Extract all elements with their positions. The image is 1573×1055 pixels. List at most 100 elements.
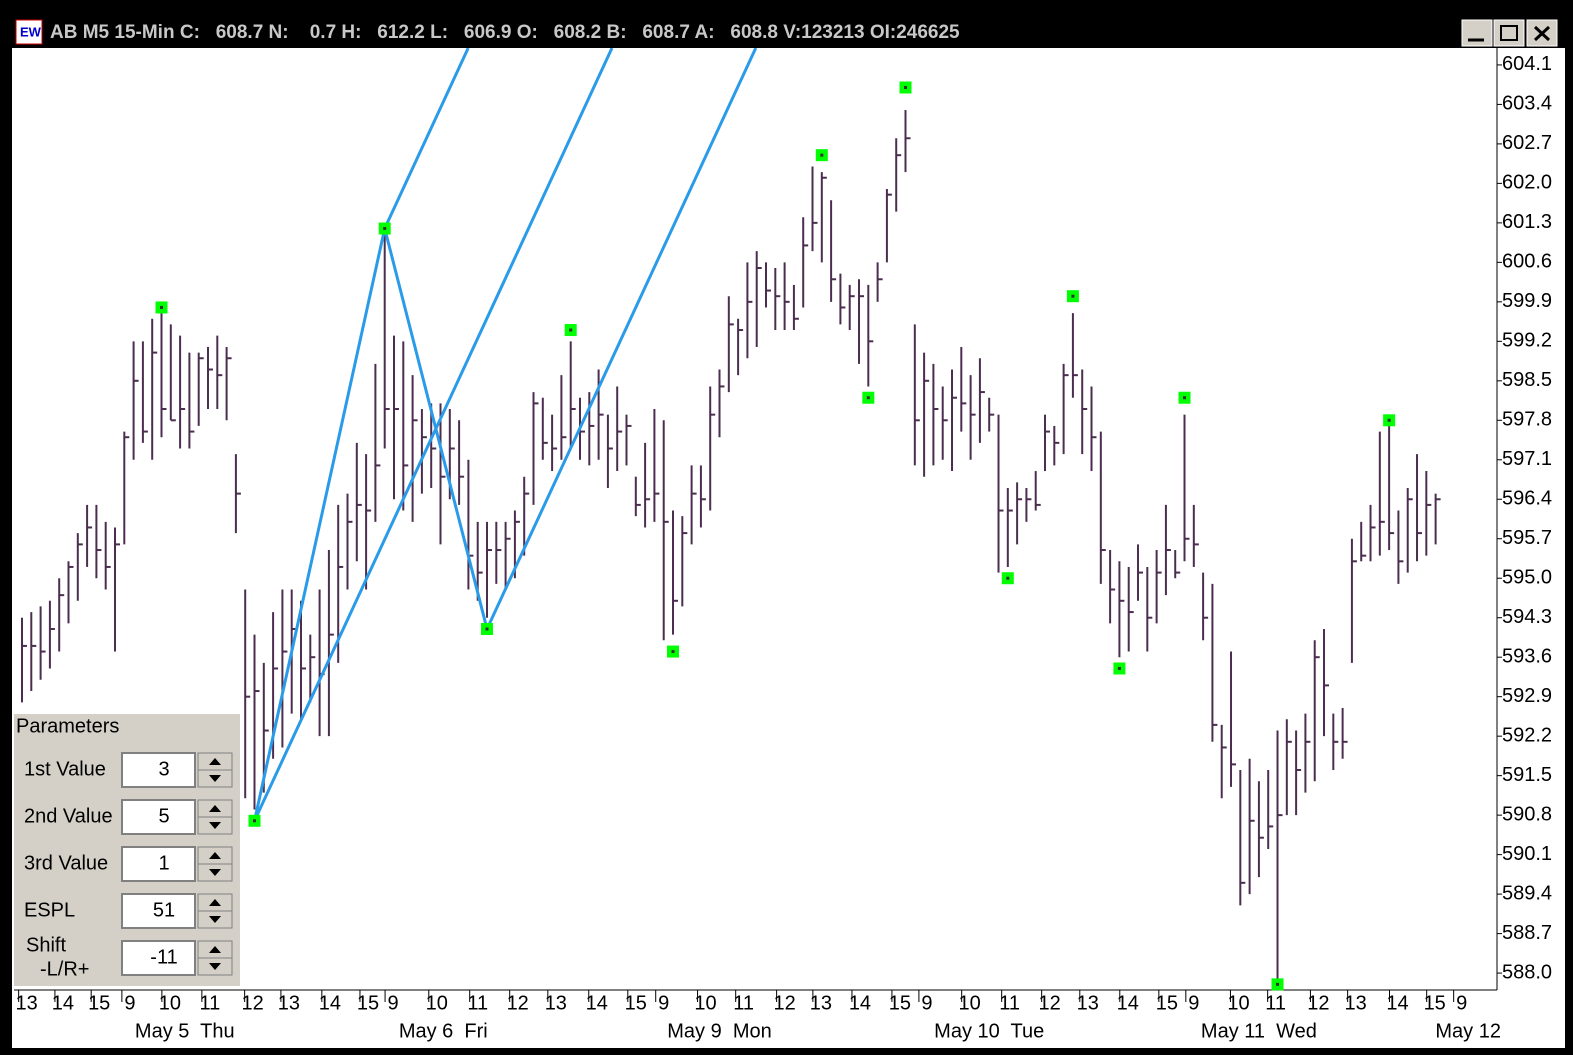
day-label: May 11 Wed — [1201, 1020, 1317, 1042]
x-tick-label: 13 — [278, 992, 300, 1014]
day-label: May 10 Tue — [934, 1020, 1044, 1042]
y-tick-label: 601.3 — [1502, 211, 1552, 233]
pivot-marker-dot — [866, 396, 870, 400]
x-tick-label: 11 — [733, 992, 754, 1014]
pivot-marker-dot — [160, 305, 164, 309]
parameters-panel: Parameters 1st Value 3 2nd Value 5 3rd Value 1… — [14, 714, 240, 986]
maximize-button[interactable] — [1493, 19, 1525, 47]
window-title: AB M5 15-Min C: 608.7 N: 0.7 H: 612.2 L:… — [50, 22, 960, 43]
x-tick-label: 10 — [694, 992, 716, 1014]
y-tick-label: 588.7 — [1502, 922, 1552, 944]
y-tick-label: 595.7 — [1502, 527, 1552, 549]
field-value: 3 — [158, 758, 169, 780]
y-tick-label: 603.4 — [1502, 93, 1552, 115]
spin-up-arrow — [209, 758, 221, 765]
y-tick-label: 600.6 — [1502, 251, 1552, 273]
x-tick-label: 10 — [159, 992, 181, 1014]
window-buttons[interactable] — [1461, 19, 1558, 47]
field-input[interactable] — [121, 846, 196, 882]
field-input[interactable] — [121, 940, 196, 976]
y-tick-label: 593.6 — [1502, 645, 1552, 667]
field-value: -11 — [150, 946, 177, 968]
x-tick-label: 12 — [773, 992, 795, 1014]
field-label: ESPL — [24, 899, 75, 921]
field-label: Shift — [26, 934, 66, 956]
x-tick-label: 15 — [357, 992, 379, 1014]
field-label: -L/R+ — [40, 958, 89, 980]
spin-down-arrow — [209, 963, 221, 970]
pivot-marker-dot — [1006, 576, 1010, 580]
x-tick-label: 9 — [1188, 992, 1199, 1014]
x-tick-label: 11 — [199, 992, 220, 1014]
y-tick-label: 592.9 — [1502, 685, 1552, 707]
spin-down-arrow — [209, 916, 221, 923]
y-tick-label: 596.4 — [1502, 488, 1552, 510]
pitchfork-lower — [485, 48, 758, 630]
field-label: 2nd Value — [24, 805, 113, 827]
x-tick-label: 15 — [625, 992, 647, 1014]
pivot-marker-dot — [1117, 666, 1121, 670]
pivot-marker-dot — [1183, 396, 1187, 400]
field-value: 1 — [158, 852, 169, 874]
y-tick-label: 598.5 — [1502, 369, 1552, 391]
y-tick-label: 589.4 — [1502, 882, 1552, 904]
y-tick-label: 591.5 — [1502, 764, 1552, 786]
x-tick-label: 10 — [959, 992, 981, 1014]
x-tick-label: 11 — [467, 992, 488, 1014]
x-tick-label: 13 — [810, 992, 832, 1014]
x-tick-label: 9 — [124, 992, 135, 1014]
field-input[interactable] — [121, 752, 196, 788]
pitchfork-median — [253, 48, 614, 822]
zigzag-line — [383, 228, 489, 630]
pivot-marker-dot — [820, 153, 824, 157]
y-tick-label: 588.0 — [1502, 961, 1552, 983]
app-icon — [15, 19, 43, 45]
field-label: 1st Value — [24, 758, 106, 780]
y-tick-label: 599.2 — [1502, 330, 1552, 352]
field-input[interactable] — [121, 893, 196, 929]
chart-background — [12, 48, 1565, 1048]
y-tick-label: 604.1 — [1502, 53, 1552, 75]
x-tick-label: 9 — [1456, 992, 1467, 1014]
day-label: May 12 — [1435, 1020, 1501, 1042]
field-input[interactable] — [121, 799, 196, 835]
pivot-marker-dot — [904, 85, 908, 89]
minimize-button[interactable] — [1461, 19, 1493, 47]
x-tick-label: 15 — [1424, 992, 1446, 1014]
pitchfork — [253, 48, 758, 822]
pivot-marker-dot — [1387, 418, 1391, 422]
field-value: 51 — [153, 899, 175, 921]
y-tick-label: 599.9 — [1502, 290, 1552, 312]
pitchfork-upper — [383, 48, 470, 230]
x-tick-label: 10 — [1227, 992, 1249, 1014]
y-tick-label: 597.8 — [1502, 409, 1552, 431]
spin-down-arrow — [209, 869, 221, 876]
x-tick-label: 12 — [1307, 992, 1329, 1014]
pivot-marker-dot — [569, 328, 573, 332]
y-tick-label: 602.7 — [1502, 132, 1552, 154]
y-tick-label: 602.0 — [1502, 172, 1552, 194]
x-tick-label: 12 — [507, 992, 529, 1014]
x-tick-label: 14 — [319, 992, 341, 1014]
pivot-marker-dot — [671, 650, 675, 654]
y-tick-label: 590.8 — [1502, 803, 1552, 825]
x-tick-label: 13 — [1345, 992, 1367, 1014]
y-tick-label: 590.1 — [1502, 843, 1552, 865]
zigzag-line — [253, 228, 387, 822]
y-tick-label: 594.3 — [1502, 606, 1552, 628]
x-tick-label: 12 — [242, 992, 264, 1014]
x-tick-label: 13 — [16, 992, 38, 1014]
spin-up-arrow — [209, 805, 221, 812]
x-tick-label: 15 — [88, 992, 110, 1014]
spin-up-arrow — [209, 852, 221, 859]
y-tick-label: 595.0 — [1502, 567, 1552, 589]
x-tick-label: 13 — [1077, 992, 1099, 1014]
field-label: 3rd Value — [24, 852, 108, 874]
x-tick-label: 11 — [999, 992, 1020, 1014]
maximize-glyph — [1500, 25, 1518, 41]
app-icon-glyph: EW — [20, 24, 42, 39]
x-tick-label: 14 — [52, 992, 74, 1014]
spin-down-arrow — [209, 775, 221, 782]
